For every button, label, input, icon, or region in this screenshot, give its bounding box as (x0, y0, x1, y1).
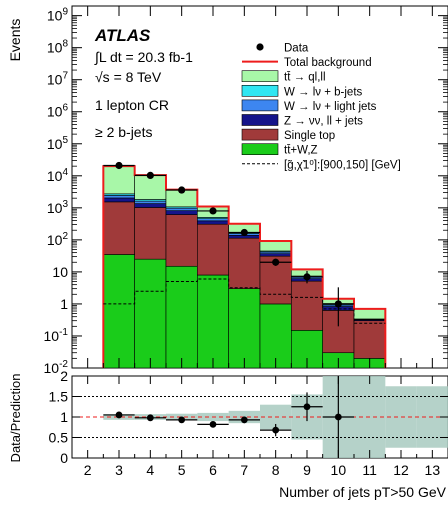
stack-bar-3-bin-3 (103, 195, 135, 199)
stack-bar-2-bin-8 (259, 253, 292, 257)
legend-label-1: Total background (284, 57, 372, 69)
signal-dashed-line (103, 278, 386, 324)
legend-label-7: tt̄+W,Z (284, 144, 318, 156)
data-point-3 (115, 161, 123, 170)
selection-label: ≥ 2 b-jets (95, 124, 152, 140)
x-tick-label-3: 3 (115, 462, 123, 478)
y-tick-label--1: 10-1 (44, 327, 69, 344)
stack-bar-1-bin-5 (165, 214, 198, 267)
legend-label-2: tt̄ → ql,ll (284, 71, 326, 83)
x-tick-label-7: 7 (240, 462, 248, 478)
legend-label-8: [g̃,χ̃1⁰]:[900,150] [GeV] (284, 159, 401, 171)
x-tick-label-5: 5 (178, 462, 186, 478)
stack-bar-3-bin-5 (165, 207, 198, 211)
stack-bar-2-bin-6 (197, 220, 229, 225)
stack-bar-1-bin-9 (291, 280, 323, 331)
data-point-9 (303, 273, 311, 281)
stack-bar-0-bin-8 (259, 303, 292, 369)
stack-bar-0-bin-6 (197, 274, 229, 369)
legend-swatch-7 (241, 143, 279, 155)
ratio-point-7 (240, 416, 248, 424)
x-tick-label-13: 13 (425, 462, 441, 478)
stack-bar-5-bin-8 (259, 240, 292, 252)
stack-bar-1-bin-6 (197, 223, 229, 276)
stack-bar-1-bin-11 (353, 320, 386, 359)
y-tick-label-4: 104 (47, 167, 69, 184)
legend-swatch-5 (241, 114, 279, 126)
stack-bar-5-bin-11 (353, 308, 386, 320)
stack-bar-2-bin-4 (134, 203, 167, 208)
y-tick-label-1: 10 (52, 264, 68, 280)
legend-marker-data (256, 43, 264, 51)
legend: Data Total background tt̄ → ql,ll W → lν + … (241, 43, 401, 171)
x-tick-label-10: 10 (331, 462, 347, 478)
data-point-7 (240, 228, 248, 237)
legend-label-5: Z → νν, ll + jets (284, 116, 363, 128)
ratio-point-6 (209, 420, 217, 428)
stack-bar-0-bin-3 (103, 254, 135, 369)
y-axis-title-ratio: Data/Prediction (8, 374, 23, 463)
region-label: 1 lepton CR (95, 97, 169, 113)
x-tick-label-8: 8 (272, 462, 280, 478)
y-tick-label-6: 106 (47, 103, 69, 120)
y-tick-label-0: 1 (60, 296, 68, 312)
ratio-point-10 (334, 413, 342, 421)
y-tick-label-8: 108 (47, 39, 69, 56)
atlas-label-block: ATLAS ∫L dt = 20.3 fb-1 √s = 8 TeV 1 lep… (94, 26, 193, 140)
y-tick-label-3: 103 (47, 199, 69, 216)
x-tick-label-12: 12 (393, 462, 409, 478)
ratio-y-tick-label-2: 2 (60, 368, 68, 384)
ratio-point-4 (146, 414, 154, 422)
stack-bar-1-bin-3 (103, 201, 135, 255)
y-tick-label-5: 105 (47, 135, 69, 152)
data-point-10 (334, 300, 342, 308)
y-tick-label-9: 109 (47, 7, 69, 24)
stack-bar-2-bin-5 (165, 210, 198, 215)
x-tick-label-6: 6 (209, 462, 217, 478)
lumi-label: ∫L dt = 20.3 fb-1 (94, 49, 193, 65)
legend-swatch-3 (241, 85, 279, 97)
y-tick-label-2: 102 (47, 231, 69, 248)
stack-bar-2-bin-3 (103, 197, 135, 203)
stack-bar-5-bin-3 (103, 165, 135, 195)
legend-swatch-4 (241, 99, 279, 112)
stack-bar-1-bin-4 (134, 207, 167, 260)
x-tick-label-2: 2 (84, 462, 92, 478)
x-tick-label-11: 11 (362, 462, 377, 478)
legend-swatch-2 (241, 70, 279, 82)
data-point-6 (209, 207, 217, 215)
x-tick-label-4: 4 (146, 462, 154, 478)
legend-swatch-6 (241, 128, 279, 141)
legend-label-3: W → lν + b-jets (284, 86, 363, 98)
y-axis-title-events: Events (7, 19, 23, 62)
x-tick-label-9: 9 (303, 462, 311, 478)
stack-bar-5-bin-4 (134, 174, 167, 200)
ratio-point-3 (115, 411, 123, 419)
ratio-y-tick-label-0: 0 (60, 450, 68, 466)
stack-bar-0-bin-7 (228, 288, 261, 369)
ratio-y-tick-label-1: 1 (60, 409, 68, 425)
data-point-8 (272, 258, 280, 266)
data-point-5 (178, 186, 186, 194)
legend-label-6: Single top (284, 130, 335, 142)
atlas-label: ATLAS (94, 26, 151, 45)
stack-bar-0-bin-4 (134, 258, 167, 369)
ratio-point-9 (303, 403, 311, 411)
stack-bar-3-bin-4 (134, 200, 167, 204)
legend-label-0: Data (284, 43, 309, 55)
ratio-y-tick-label-0.5: 0.5 (49, 430, 69, 446)
y-tick-label-7: 107 (47, 71, 69, 88)
ratio-point-5 (178, 416, 186, 424)
x-axis-title: Number of jets pT>50 GeV (279, 484, 447, 500)
stack-bar-3-bin-6 (197, 218, 229, 222)
ratio-plot-panel: 2 3 4 5 6 7 8 9 10 11 12 13 0 0.5 1 1.5 2 (49, 368, 448, 478)
stack-bar-1-bin-7 (228, 237, 261, 289)
energy-label: √s = 8 TeV (95, 69, 162, 85)
legend-label-4: W → lν + light jets (284, 101, 377, 113)
data-point-4 (146, 171, 154, 179)
ratio-y-tick-label-1.5: 1.5 (49, 389, 69, 405)
ratio-point-8 (272, 426, 280, 434)
